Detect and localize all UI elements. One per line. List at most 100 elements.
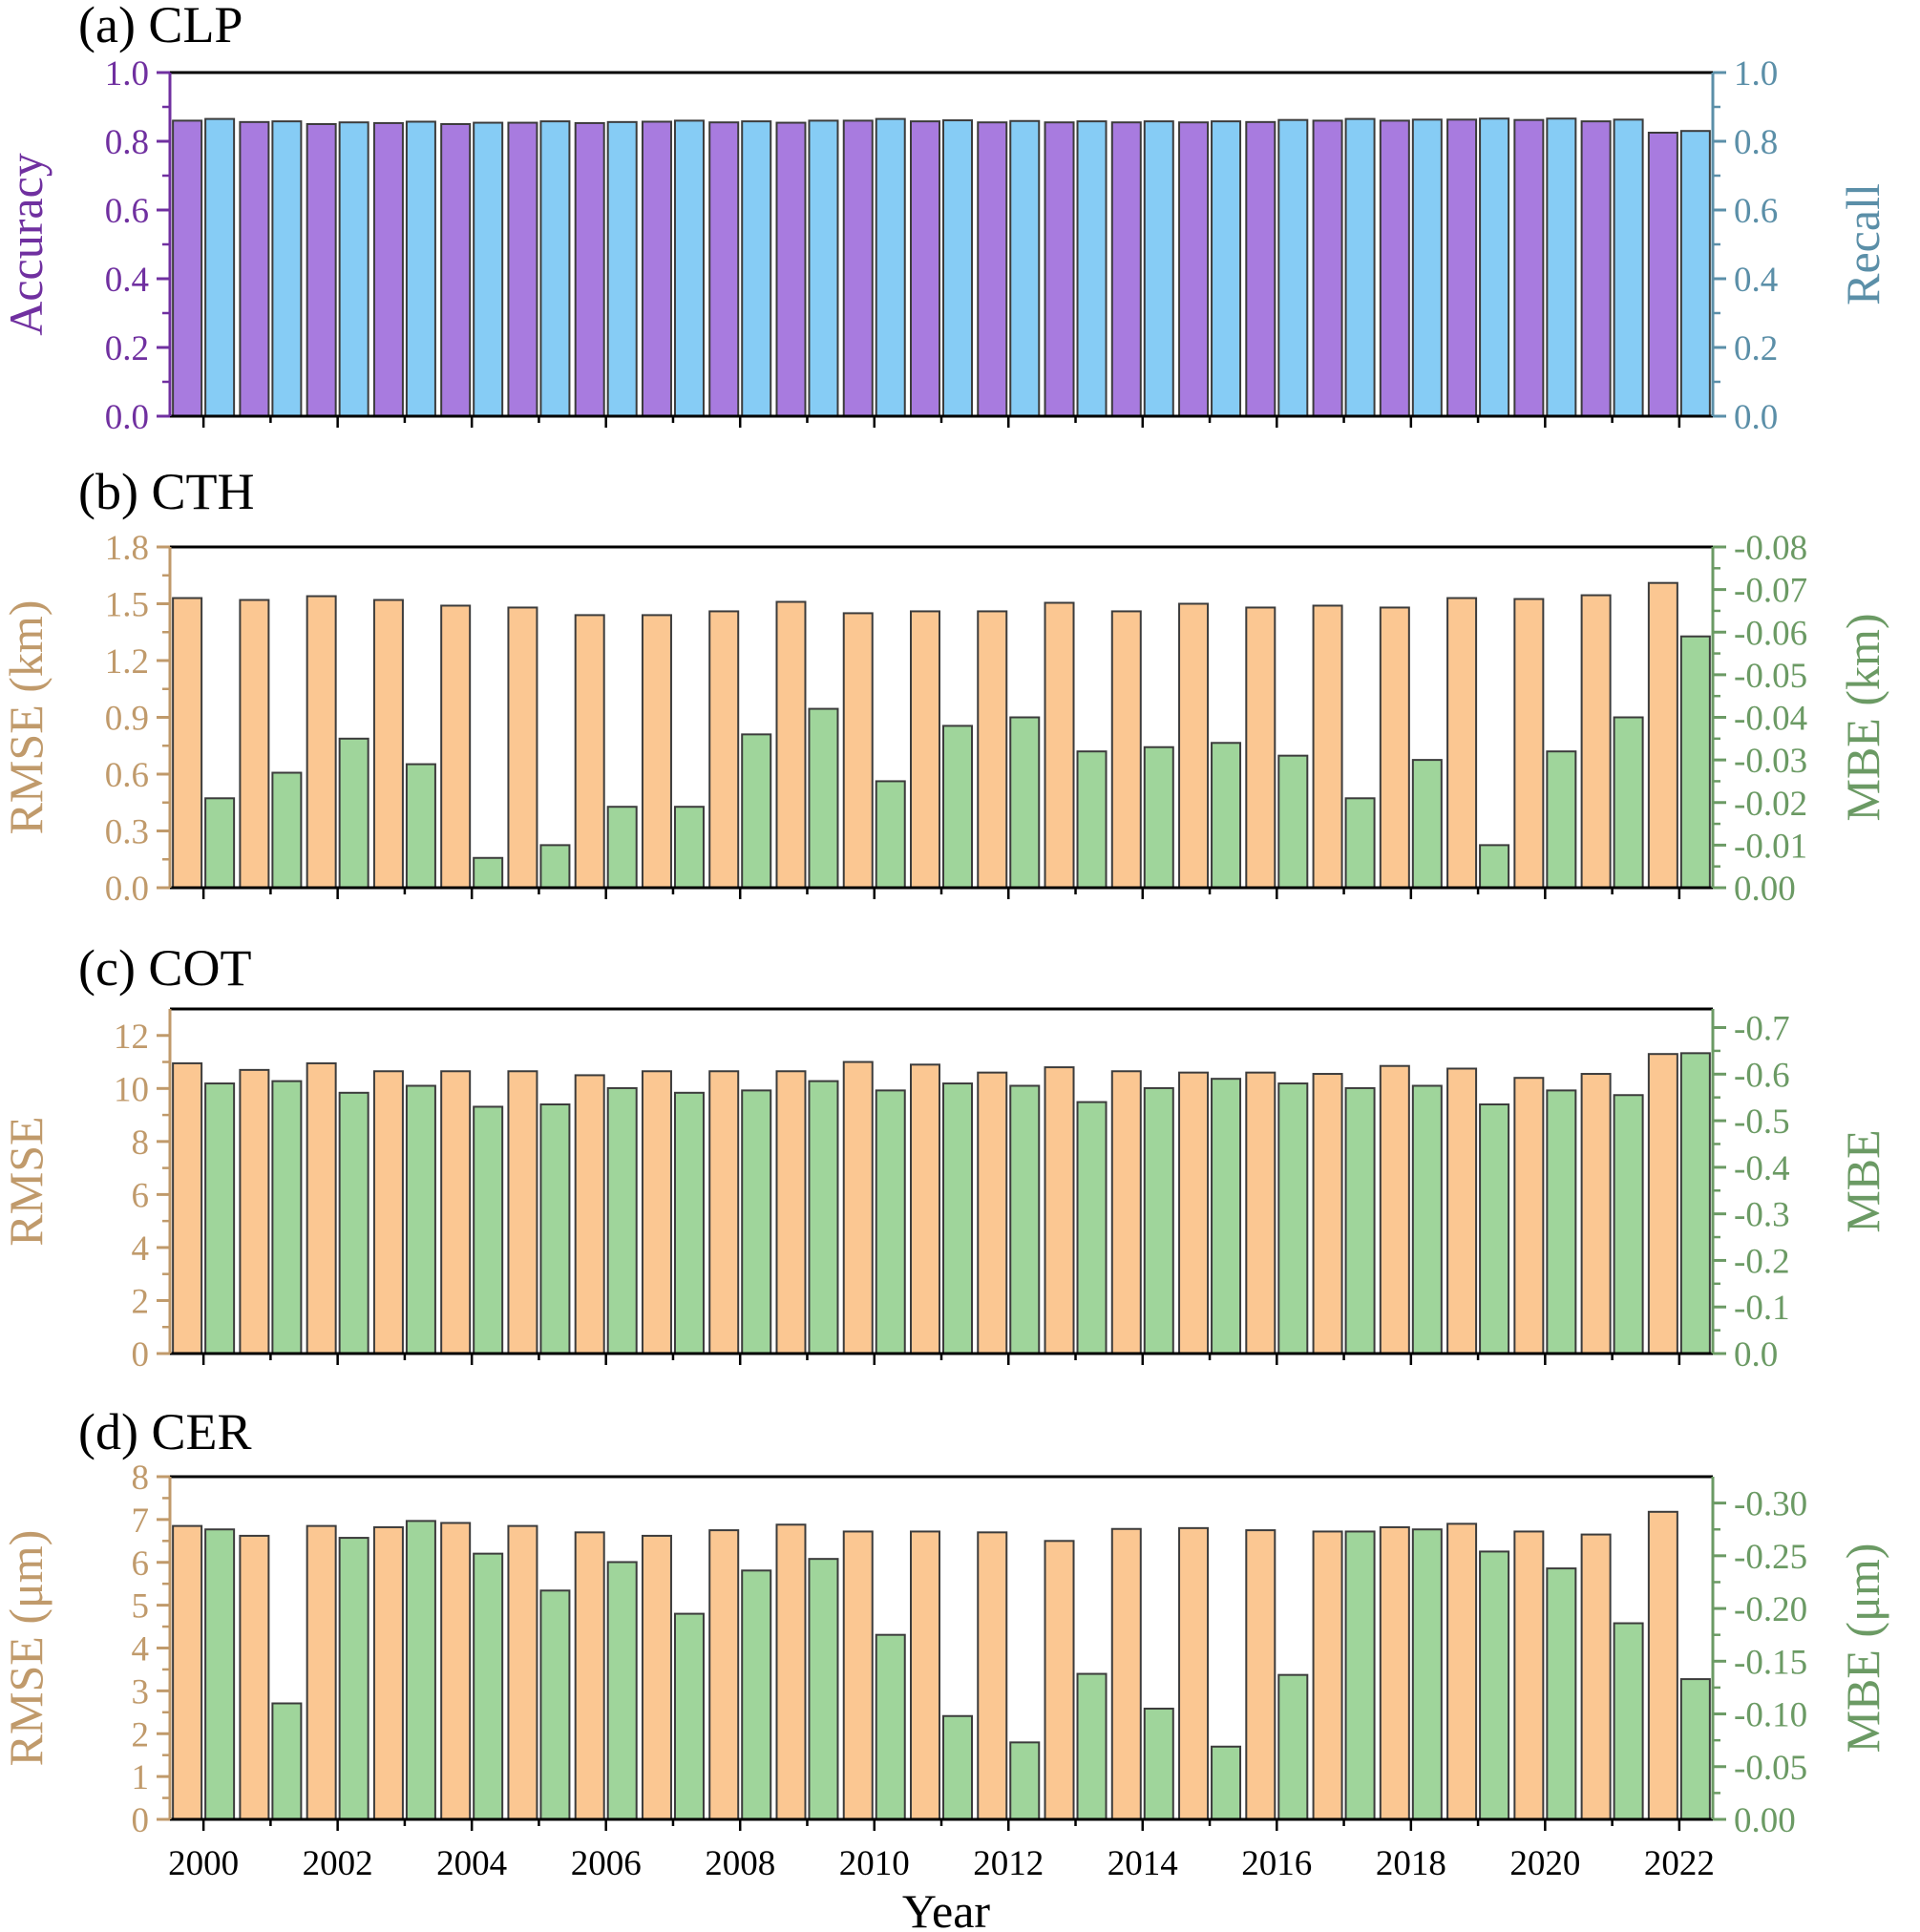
panel-d-bar-rmse-2001 [239,1534,270,1820]
panel-d-bar-rmse-2021 [1580,1533,1612,1821]
panel-d-bar-rmse-2013 [1044,1540,1075,1820]
panel-b-right-tick-label: -0.06 [1734,614,1807,653]
panel-b-left-tick-label: 0.0 [105,870,149,909]
panel-b-bar-mbe-2006 [606,806,638,890]
panel-d-bar-rmse-2017 [1312,1530,1343,1820]
panel-d-right-tick-label: -0.05 [1734,1749,1807,1788]
x-tick-label-2000: 2000 [168,1844,239,1883]
panel-c-bar-rmse-2002 [306,1061,337,1354]
panel-b-right-tick-label: -0.04 [1734,700,1807,739]
panel-c-left-axis-label: RMSE [0,1116,53,1246]
panel-a-right-tick-label: 0.6 [1734,192,1778,231]
x-tick-label-2012: 2012 [973,1844,1044,1883]
panel-b-bar-rmse-2021 [1580,594,1612,889]
panel-a-bar-recall-2017 [1344,117,1376,417]
panel-b-bar-mbe-2002 [338,737,369,889]
panel-d-left-tick-label: 0 [132,1801,150,1840]
panel-a-right-tick-label: 0.4 [1734,261,1778,300]
panel-c-right-tick-label: 0.0 [1734,1335,1778,1375]
panel-d-bar-mbe-2001 [271,1702,303,1820]
panel-a-bar-accuracy-2008 [708,121,740,417]
panel-d-left-tick-label: 4 [132,1630,150,1670]
panel-a-bar-recall-2011 [942,119,973,417]
panel-b-bar-rmse-2020 [1513,598,1545,890]
panel-c-bar-rmse-2011 [910,1063,940,1355]
panel-a-bar-recall-2018 [1411,118,1443,417]
panel-a-left-tick-label: 0.8 [105,123,149,162]
panel-c-bar-rmse-2009 [775,1070,807,1354]
x-tick-label-2010: 2010 [839,1844,910,1883]
x-tick-label-2006: 2006 [571,1844,642,1883]
panel-b-left-tick-label: 1.2 [105,642,149,682]
x-tick-label-2002: 2002 [303,1844,373,1883]
panel-a-left-tick-label: 0.4 [105,261,149,300]
panel-b-bar-rmse-2018 [1379,606,1410,889]
panel-c-bar-mbe-2015 [1211,1078,1242,1354]
panel-b-bar-rmse-2007 [641,614,672,890]
panel-d-bar-mbe-2015 [1211,1745,1242,1820]
panel-c-left-tick-label: 6 [132,1176,150,1215]
panel-a-right-tick-label: 1.0 [1734,54,1778,94]
panel-c-right-axis-label: MBE [1836,1129,1889,1232]
panel-d-bar-mbe-2016 [1277,1673,1309,1821]
panel-d-left-tick-label: 1 [132,1758,150,1797]
panel-b-bar-rmse-2019 [1446,597,1478,889]
panel-c-bar-rmse-2019 [1446,1067,1478,1354]
x-axis-label: Year [902,1884,990,1932]
panel-c-right-tick-label: -0.7 [1734,1010,1790,1049]
panel-d-right-tick-label: -0.10 [1734,1696,1807,1735]
panel-a-bar-accuracy-2000 [172,119,203,418]
panel-a-left-tick-label: 1.0 [105,54,149,94]
panel-b-bar-mbe-2010 [875,780,906,889]
panel-a-bar-accuracy-2018 [1379,119,1410,418]
panel-a-right-tick-label: 0.0 [1734,398,1778,437]
panel-c-left-tick-label: 0 [132,1335,150,1375]
x-tick-label-2018: 2018 [1376,1844,1446,1883]
panel-c-left-tick-label: 12 [114,1018,149,1057]
panel-b-bar-rmse-2022 [1647,581,1678,890]
panel-b-bar-mbe-2003 [405,763,436,890]
panel-a-clp: (a) CLP Accuracy Recall 0.0 0.2 0.4 0.6 0.8 1… [0,0,1889,437]
panel-a-bar-accuracy-2010 [842,119,874,418]
panel-b-bar-rmse-2005 [507,606,538,889]
panel-d-bar-rmse-2007 [641,1534,672,1820]
panel-b-right-tick-label: -0.05 [1734,657,1807,696]
panel-b-bar-mbe-2007 [673,806,705,890]
panel-b-bar-mbe-2017 [1344,797,1376,889]
panel-c-right-tick-label: -0.1 [1734,1289,1790,1328]
panel-b-bar-rmse-2003 [372,598,404,889]
panel-d-right-tick-label: -0.25 [1734,1538,1807,1577]
panel-a-bar-recall-2007 [673,119,705,418]
panel-d-right-tick-label: -0.30 [1734,1485,1807,1524]
panel-c-right-tick-label: -0.3 [1734,1196,1790,1235]
panel-c-bar-rmse-2001 [239,1068,270,1355]
panel-c-bar-mbe-2000 [204,1082,236,1355]
panel-a-bar-recall-2005 [539,120,571,418]
panel-c-bar-rmse-2010 [842,1060,874,1354]
panel-b-bar-mbe-2016 [1277,754,1309,889]
panel-c-bar-mbe-2010 [875,1089,906,1354]
panel-a-right-tick-label: 0.2 [1734,329,1778,368]
panel-d-bar-mbe-2004 [473,1552,504,1821]
panel-a-bar-recall-2006 [606,120,638,417]
panel-c-bar-mbe-2011 [942,1082,973,1355]
x-tick-label-2022: 2022 [1644,1844,1715,1883]
panel-b-bar-mbe-2020 [1546,750,1577,890]
panel-a-bar-accuracy-2019 [1446,118,1478,417]
panel-a-bar-accuracy-2016 [1245,120,1276,417]
panel-c-bar-rmse-2005 [507,1070,538,1354]
panel-d-bar-rmse-2009 [775,1523,807,1820]
panel-d-bar-mbe-2018 [1411,1528,1443,1820]
panel-c-bar-rmse-2020 [1513,1077,1545,1354]
panel-c-left-tick-label: 8 [132,1124,150,1163]
panel-b-left-tick-label: 0.3 [105,813,149,852]
panel-c-bar-mbe-2021 [1613,1094,1644,1354]
panel-b-bar-rmse-2009 [775,600,807,889]
panel-d-bar-mbe-2019 [1479,1550,1510,1821]
panel-a-bar-recall-2014 [1143,120,1174,418]
panel-c-bar-rmse-2004 [440,1070,472,1354]
panel-b-bar-rmse-2012 [977,610,1008,890]
panel-c-bar-rmse-2000 [172,1061,203,1354]
panel-b-bar-rmse-2002 [306,595,337,889]
panel-b-bar-mbe-2018 [1411,759,1443,889]
